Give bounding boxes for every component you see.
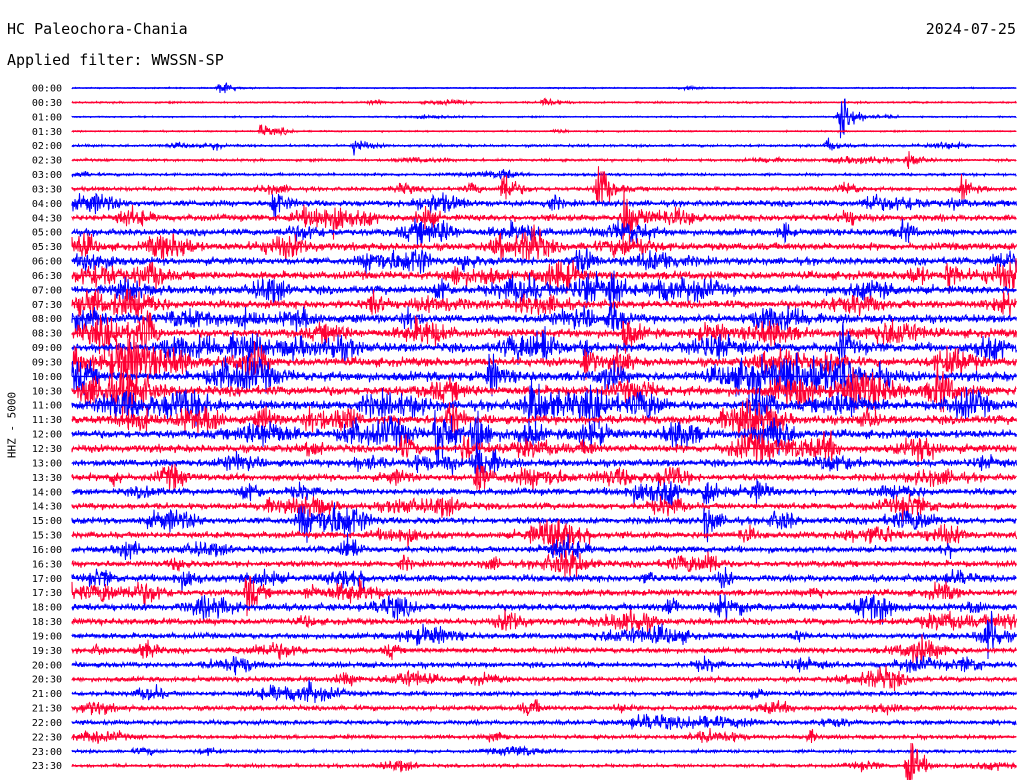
trace-row [71,566,1017,593]
row-time-label: 06:30 [32,271,62,282]
trace-row [71,310,1017,357]
row-time-label: 22:30 [32,732,62,743]
row-time-label: 13:30 [32,473,62,484]
row-time-label: 01:30 [32,127,62,138]
row-time-label: 09:30 [32,357,62,368]
station-title: HC Paleochora-Chania [7,20,188,38]
row-time-label: 10:30 [32,386,62,397]
row-time-label: 21:00 [32,689,62,700]
trace-row [71,575,1017,617]
trace-row [71,519,1017,555]
row-time-label: 08:30 [32,329,62,340]
trace-row [71,550,1017,579]
row-time-label: 23:00 [32,747,62,758]
row-time-label: 21:30 [32,704,62,715]
trace-row [71,166,1017,204]
row-time-label: 10:00 [32,372,62,383]
row-time-label: 05:30 [32,242,62,253]
row-time-label: 00:00 [32,84,62,95]
row-time-label: 15:30 [32,531,62,542]
filter-label: Applied filter: WWSSN-SP [7,51,224,69]
row-time-label: 18:30 [32,617,62,628]
trace-row [71,727,1017,744]
trace-row [71,124,1017,137]
row-time-label: 15:00 [32,516,62,527]
row-time-label: 11:00 [32,401,62,412]
trace-row [71,224,1017,263]
trace-row [71,98,1017,139]
trace-row [71,493,1017,522]
row-time-label: 14:30 [32,502,62,513]
trace-row [71,331,1017,387]
row-time-label: 09:00 [32,343,62,354]
row-time-label: 16:30 [32,559,62,570]
row-time-label: 01:00 [32,112,62,123]
row-time-label: 16:00 [32,545,62,556]
trace-row [71,377,1017,432]
row-time-label: 19:30 [32,646,62,657]
row-time-label: 04:30 [32,213,62,224]
row-time-label: 23:30 [32,761,62,772]
trace-row [71,634,1017,663]
row-time-label: 18:00 [32,603,62,614]
trace-row [71,192,1017,220]
trace-row [71,713,1017,730]
trace-row [71,655,1017,676]
row-time-label: 11:30 [32,415,62,426]
trace-row [71,137,1017,156]
trace-row [71,397,1017,438]
row-time-label: 20:00 [32,660,62,671]
row-time-label: 17:30 [32,588,62,599]
row-time-label: 17:00 [32,574,62,585]
row-time-label: 03:30 [32,184,62,195]
row-time-label: 19:00 [32,631,62,642]
row-time-label: 04:00 [32,199,62,210]
seismic-traces [71,82,1017,780]
row-time-label: 13:00 [32,458,62,469]
row-time-label: 12:00 [32,430,62,441]
row-time-label: 22:00 [32,718,62,729]
trace-row [71,479,1017,508]
trace-row [71,352,1017,407]
row-time-label: 02:00 [32,141,62,152]
trace-row [71,430,1017,481]
trace-row [71,321,1017,366]
trace-row [71,258,1017,294]
row-time-label: 03:00 [32,170,62,181]
row-time-label: 02:30 [32,156,62,167]
row-time-label: 05:00 [32,228,62,239]
row-time-label: 06:00 [32,257,62,268]
trace-row [71,185,1017,241]
date-label: 2024-07-25 [925,20,1016,38]
row-time-label: 00:30 [32,98,62,109]
row-time-label: 12:30 [32,444,62,455]
row-time-label: 14:00 [32,487,62,498]
row-time-labels: 00:00 00:30 01:00 01:30 02:00 02:30 03:00 03:30… [32,84,62,773]
row-time-label: 07:30 [32,300,62,311]
row-time-label: 07:00 [32,285,62,296]
row-time-label: 20:30 [32,675,62,686]
row-time-label: 08:00 [32,314,62,325]
trace-row [71,594,1017,625]
trace-row [71,532,1017,561]
trace-row [71,664,1017,692]
